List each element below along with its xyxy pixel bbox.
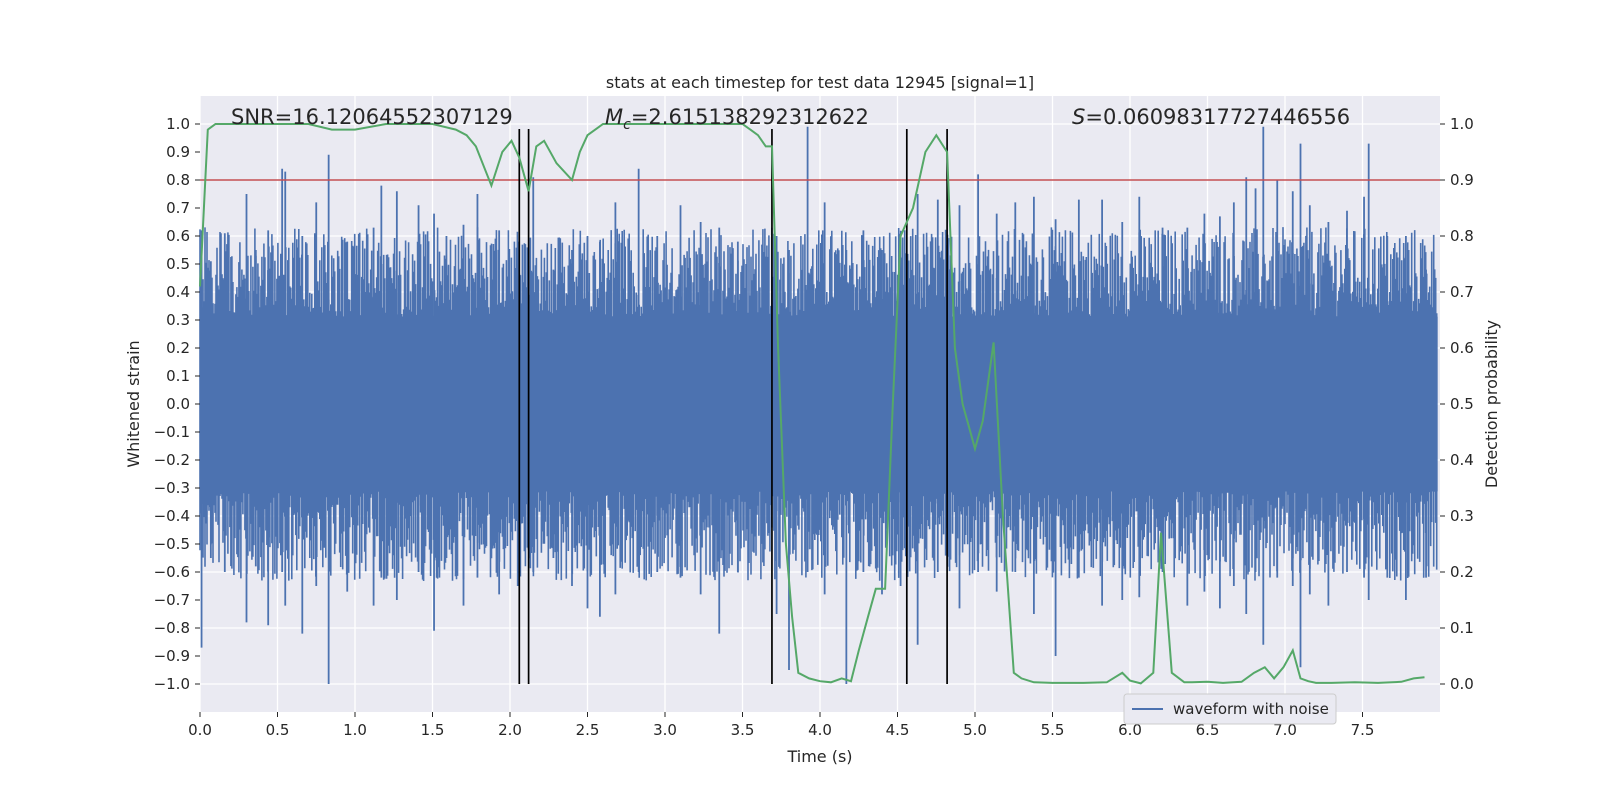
x-tick-label: 6.0 <box>1118 721 1142 739</box>
x-tick-label: 7.0 <box>1273 721 1297 739</box>
y2-tick-label: 0.8 <box>1450 227 1474 245</box>
probability-series <box>199 123 1425 685</box>
legend-label: waveform with noise <box>1173 700 1329 718</box>
mc-subscript: c <box>623 117 631 133</box>
chart-title: stats at each timestep for test data 129… <box>606 73 1034 92</box>
snr-annotation: SNR=16.12064552307129 <box>231 105 513 129</box>
y-tick-label: 0.1 <box>166 367 190 385</box>
y2-tick-label: 0.9 <box>1450 171 1474 189</box>
y-tick-label: −0.4 <box>154 507 190 525</box>
x-axis-label: Time (s) <box>786 747 852 766</box>
y-ticks: 1.0 0.9 0.8 0.7 0.6 0.5 0.4 0.3 0.2 0.1 0.0 −0.1 −0.… <box>154 115 200 693</box>
x-tick-label: 0.5 <box>266 721 290 739</box>
x-tick-label: 3.0 <box>653 721 677 739</box>
mc-symbol: M <box>605 105 623 129</box>
x-tick-label: 4.5 <box>886 721 910 739</box>
mc-value: =2.615138292312622 <box>631 105 869 129</box>
y-tick-label: 0.3 <box>166 311 190 329</box>
s-symbol: S <box>1072 105 1085 129</box>
legend: waveform with noise <box>1123 693 1337 725</box>
y2-tick-label: 0.0 <box>1450 675 1474 693</box>
y-tick-label: 0.7 <box>166 199 190 217</box>
y-tick-label: 0.6 <box>166 227 190 245</box>
y2-tick-label: 0.3 <box>1450 507 1474 525</box>
x-tick-label: 4.0 <box>808 721 832 739</box>
y-tick-label: −0.7 <box>154 591 190 609</box>
legend-box <box>1123 693 1337 725</box>
y-tick-label: −1.0 <box>154 675 190 693</box>
y-tick-label: −0.3 <box>154 479 190 497</box>
x-tick-label: 1.0 <box>343 721 367 739</box>
y2-tick-label: 0.6 <box>1450 339 1474 357</box>
waveform-series <box>199 126 1438 684</box>
y2-tick-label: 0.5 <box>1450 395 1474 413</box>
y-tick-label: 1.0 <box>166 115 190 133</box>
y-tick-label: −0.5 <box>154 535 190 553</box>
y2-tick-label: 1.0 <box>1450 115 1474 133</box>
x-ticks: 0.0 0.5 1.0 1.5 2.0 2.5 3.0 3.5 4.0 4.5 5.0 5.5 6.0 6… <box>188 712 1374 739</box>
y2-axis-label: Detection probability <box>1482 320 1501 488</box>
y2-tick-label: 0.4 <box>1450 451 1474 469</box>
x-tick-label: 0.0 <box>188 721 212 739</box>
y-tick-label: 0.8 <box>166 171 190 189</box>
y-tick-label: −0.1 <box>154 423 190 441</box>
y-tick-label: −0.9 <box>154 647 190 665</box>
y2-ticks: 1.0 0.9 0.8 0.7 0.6 0.5 0.4 0.3 0.2 0.1 0.0 <box>1440 115 1474 693</box>
y2-tick-label: 0.2 <box>1450 563 1474 581</box>
x-tick-label: 2.0 <box>498 721 522 739</box>
y-tick-label: 0.9 <box>166 143 190 161</box>
y-tick-label: 0.5 <box>166 255 190 273</box>
x-tick-label: 5.0 <box>963 721 987 739</box>
y-tick-label: −0.2 <box>154 451 190 469</box>
y-tick-label: 0.2 <box>166 339 190 357</box>
x-tick-label: 6.5 <box>1196 721 1220 739</box>
y-tick-label: 0.0 <box>166 395 190 413</box>
mc-annotation: Mc=2.615138292312622 <box>605 105 869 133</box>
y-tick-label: −0.6 <box>154 563 190 581</box>
s-value: =0.06098317727446556 <box>1085 105 1350 129</box>
probability-line <box>199 123 1425 685</box>
y2-tick-label: 0.7 <box>1450 283 1474 301</box>
y-tick-label: −0.8 <box>154 619 190 637</box>
x-tick-label: 2.5 <box>576 721 600 739</box>
x-tick-label: 3.5 <box>731 721 755 739</box>
s-annotation: S=0.06098317727446556 <box>1072 105 1350 129</box>
y-tick-label: 0.4 <box>166 283 190 301</box>
x-tick-label: 1.5 <box>421 721 445 739</box>
x-tick-label: 7.5 <box>1351 721 1375 739</box>
y2-tick-label: 0.1 <box>1450 619 1474 637</box>
y-axis-label: Whitened strain <box>124 340 143 467</box>
x-tick-label: 5.5 <box>1041 721 1065 739</box>
